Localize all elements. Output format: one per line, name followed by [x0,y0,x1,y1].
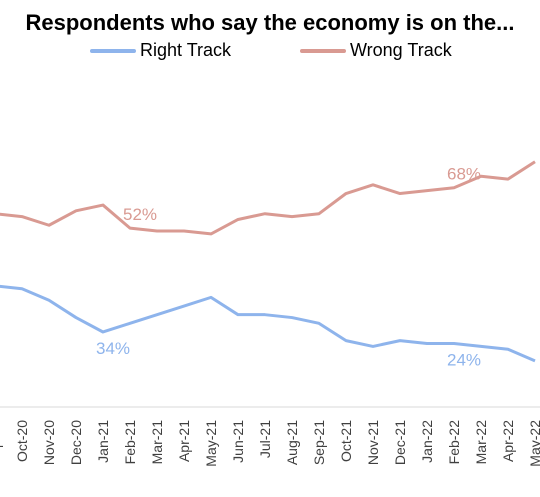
x-tick-label: May-21 [203,420,219,467]
x-tick-label: Sep-21 [311,420,327,465]
x-tick-label: May-22 [527,420,540,467]
legend-item-wrong-track: Wrong Track [300,40,452,61]
x-tick-label: Dec-20 [68,420,84,465]
chart-title: Respondents who say the economy is on th… [25,10,515,35]
legend-item-right-track: Right Track [90,40,231,61]
x-tick-label: Sep-20 [0,420,3,465]
x-tick-label: Feb-22 [446,420,462,465]
x-tick-label: Apr-21 [176,420,192,462]
x-tick-label: Nov-20 [41,420,57,465]
legend: Right Track Wrong Track [0,40,540,64]
x-tick-label: Dec-21 [392,420,408,465]
x-tick-label: Jun-21 [230,420,246,463]
x-tick-label: Nov-21 [365,420,381,465]
x-tick-label: Oct-20 [14,420,30,462]
x-tick-label: Oct-21 [338,420,354,462]
x-tick-label: Mar-21 [149,420,165,465]
legend-label-wrong-track: Wrong Track [350,40,452,60]
data-label: 34% [96,339,130,358]
x-tick-label: Jan-21 [95,420,111,463]
series-layer [0,160,536,363]
x-tick-label: Apr-22 [500,420,516,462]
x-tick-label: Aug-21 [284,420,300,465]
x-tick-label: Feb-21 [122,420,138,465]
x-tick-label: Jan-22 [419,420,435,463]
legend-swatch-right-track [90,48,136,53]
annotation-layer: 52% 68% 34% 24% [96,165,481,370]
data-label: 52% [123,205,157,224]
legend-swatch-wrong-track [300,48,346,53]
data-label: 68% [447,165,481,184]
legend-label-right-track: Right Track [140,40,232,60]
x-tick-labels: Sep-20 Oct-20 Nov-20 Dec-20 Jan-21 Feb-21 Mar-… [0,420,540,467]
x-tick-label: Mar-22 [473,420,489,465]
x-tick-label: Jul-21 [257,420,273,458]
data-label: 24% [447,351,481,370]
